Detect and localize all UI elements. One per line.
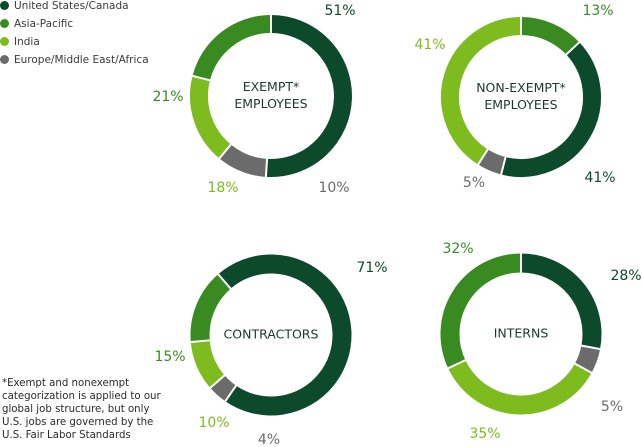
legend-item-asia-pacific: Asia-Pacific [0,18,73,30]
legend-swatch [0,1,9,10]
donut-segment [190,274,231,343]
donut-chart: 71% 4% 10% 15% CONTRACTORS [154,254,388,447]
segment-value-label: 10% [318,180,349,196]
segment-separator [564,40,581,56]
segment-value-label: 32% [442,241,473,257]
segment-value-label: 41% [414,37,445,53]
segment-value-label: 71% [356,260,387,276]
segment-separator [264,157,269,178]
segment-value-label: 15% [154,349,185,365]
footnote: *Exempt and nonexempt categorization is … [2,378,161,441]
donut-segment [478,149,506,175]
chart-center-title: NON-EXEMPT* [476,80,566,95]
segment-value-label: 10% [198,415,229,431]
legend-swatch [0,19,9,28]
donut-segment [574,345,601,373]
donut-segment [265,15,352,177]
donut-chart: 13% 41% 5% 41% NON-EXEMPT* EMPLOYEES [414,3,615,191]
donut-segment [219,144,268,177]
segment-separator [217,143,233,160]
donut-segment [218,254,352,416]
segment-separator [191,74,212,82]
segment-value-label: 21% [152,89,183,105]
donut-chart: 28% 5% 35% 32% INTERNS [440,241,642,442]
legend-swatch [0,37,9,46]
donut-segment [448,359,592,415]
legend-item-india: India [0,36,40,48]
segment-separator [499,155,507,176]
donut-chart: 51% 10% 18% 21% EXEMPT* EMPLOYEES [152,3,355,196]
segment-separator [208,373,226,390]
segment-value-label: 41% [584,170,615,186]
segment-value-label: 35% [469,426,500,442]
chart-center-title: EMPLOYEES [234,96,307,111]
chart-center-title: INTERNS [494,326,549,341]
segment-value-label: 4% [258,432,280,447]
segment-value-label: 5% [601,399,623,415]
legend-item-us-canada: United States/Canada [0,0,129,12]
chart-center-title: CONTRACTORS [224,327,319,342]
legend-label: Asia-Pacific [14,18,74,30]
segment-value-label: 51% [324,3,355,19]
segment-value-label: 13% [582,3,613,19]
segment-value-label: 5% [463,175,485,191]
segment-separator [216,272,233,290]
legend-label: India [14,36,40,48]
segment-separator [446,358,467,370]
legend-label: Europe/Middle East/Africa [14,54,149,66]
donut-segment [520,253,602,350]
segment-separator [223,384,238,403]
donut-segment [520,17,580,55]
donut-segment [441,17,522,165]
segment-value-label: 28% [610,268,641,284]
segment-separator [189,339,211,344]
donut-segment [210,375,237,402]
segment-separator [476,147,490,166]
donut-segment [501,42,601,177]
chart-center-title: EMPLOYEES [484,97,557,112]
segment-separator [580,344,602,351]
legend-label: United States/Canada [14,0,129,12]
segment-value-label: 18% [207,180,238,196]
donut-segment [190,75,232,159]
donut-segment [190,339,225,388]
donut-segment [192,15,272,81]
legend-item-emea: Europe/Middle East/Africa [0,54,149,66]
legend-swatch [0,55,9,64]
donut-segment [440,253,522,369]
chart-center-title: EXEMPT* [243,79,300,94]
segment-separator [573,362,593,375]
